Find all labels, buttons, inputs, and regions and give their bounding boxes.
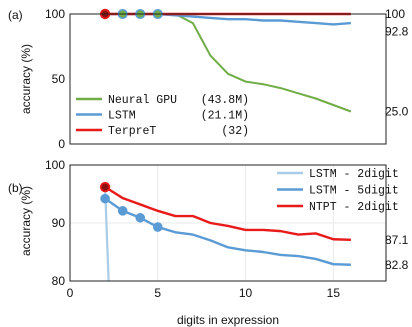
legend-name-0: LSTM - 2digit xyxy=(309,168,399,181)
legend-name-0: Neural GPU xyxy=(108,94,177,107)
panel-b-xticks: 0 5 10 15 xyxy=(67,286,341,300)
legend-param-0: (43.8M) xyxy=(201,94,249,107)
ytick-label-1: 90 xyxy=(52,216,66,230)
legend-name-2: TerpreT xyxy=(108,125,156,138)
panel-b-yticks: 80 90 100 xyxy=(45,158,65,288)
end-label-0: 100 xyxy=(385,7,405,21)
xtick-label-0: 0 xyxy=(67,286,74,300)
legend-name-1: LSTM xyxy=(108,110,136,123)
panel-b-legend: LSTM - 2digit LSTM - 5digit NTPT - 2digit xyxy=(277,168,399,214)
legend-param-2: (32) xyxy=(221,125,249,138)
ytick-label-2: 100 xyxy=(45,158,65,172)
series-2-marker-0 xyxy=(99,181,111,193)
panel-a: (a) accuracy (%) 0 50 100 Neural GPU (43.8M… xyxy=(8,7,409,151)
end-label-1: 92.8 xyxy=(385,24,409,38)
xtick-label-1: 5 xyxy=(154,286,161,300)
xtick-label-3: 15 xyxy=(327,286,341,300)
panel-a-legend: Neural GPU (43.8M) LSTM (21.1M) TerpreT (32) xyxy=(76,94,249,138)
series-1-marker-1 xyxy=(117,206,128,216)
series-1-marker-0 xyxy=(100,193,110,204)
panel-a-label: (a) xyxy=(8,8,23,22)
series-line-0 xyxy=(104,188,110,282)
series-line-2 xyxy=(104,186,351,242)
panel-b-frame xyxy=(69,164,387,282)
ytick-label-0: 0 xyxy=(58,137,65,151)
panel-b-series xyxy=(99,181,351,282)
panel-a-yticks: 0 50 100 xyxy=(45,7,65,151)
xtick-label-2: 10 xyxy=(239,286,253,300)
ytick-label-1: 50 xyxy=(52,72,66,86)
panel-b-xlabel: digits in expression xyxy=(177,313,279,327)
ytick-label-2: 100 xyxy=(45,7,65,21)
ytick-label-0: 80 xyxy=(52,274,66,288)
panel-a-end-labels: 100 92.8 25.0 xyxy=(385,7,409,119)
end-label-2: 25.0 xyxy=(385,105,409,119)
legend-param-1: (21.1M) xyxy=(201,110,249,123)
panel-b-label: (b) xyxy=(8,181,23,195)
panel-b: (b) accuracy (%) 80 90 100 0 5 10 15 LSTM - 2… xyxy=(8,158,409,327)
panel-a-frame xyxy=(69,13,387,145)
series-1-marker-2 xyxy=(135,212,146,223)
panel-b-grid xyxy=(70,165,386,281)
panel-b-end-labels: 87.1 82.8 xyxy=(385,233,409,272)
panel-b-ylabel: accuracy (%) xyxy=(19,186,33,256)
legend-name-2: NTPT - 2digit xyxy=(309,201,399,214)
series-1-marker-3 xyxy=(152,222,163,232)
panel-a-ylabel: accuracy (%) xyxy=(19,44,33,114)
legend-name-1: LSTM - 5digit xyxy=(309,185,399,198)
end-label-1: 82.8 xyxy=(385,258,409,272)
end-label-0: 87.1 xyxy=(385,233,409,247)
series-line-1 xyxy=(104,197,351,266)
